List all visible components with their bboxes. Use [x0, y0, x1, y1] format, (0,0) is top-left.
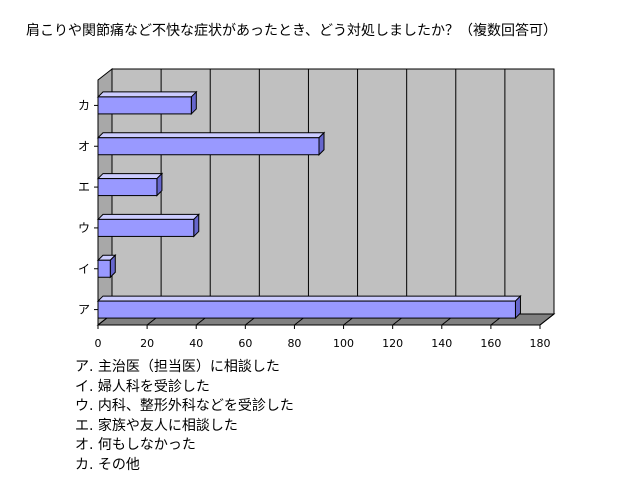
- y-tick-label: エ: [78, 180, 90, 194]
- category-legend: ア. 主治医（担当医）に相談した イ. 婦人科を受診した ウ. 内科、整形外科な…: [75, 358, 294, 475]
- x-tick-label: 20: [140, 337, 154, 350]
- bar-4: [97, 137, 320, 156]
- x-tick-label: 120: [382, 337, 403, 350]
- legend-item-u: ウ. 内科、整形外科などを受診した: [75, 398, 294, 414]
- bar-0: [97, 300, 516, 319]
- x-tick-label: 160: [480, 337, 501, 350]
- legend-item-i: イ. 婦人科を受診した: [75, 378, 210, 395]
- legend-item-ka: カ. その他: [75, 456, 140, 473]
- floor-grid-line: [539, 313, 555, 326]
- x-tick-label: 0: [95, 337, 102, 350]
- y-tick-label: ア: [78, 303, 90, 317]
- bar-top-face: [96, 213, 200, 220]
- x-tick-label: 80: [287, 337, 301, 350]
- bar-top-face: [96, 173, 164, 180]
- x-tick-label: 60: [238, 337, 252, 350]
- y-tick-label: イ: [78, 262, 90, 276]
- x-tick-label: 100: [333, 337, 354, 350]
- bar-top-face: [96, 295, 522, 302]
- y-tick-label: ウ: [78, 221, 90, 235]
- x-tick-label: 140: [431, 337, 452, 350]
- bar-2: [97, 218, 195, 237]
- x-tick-label: 180: [530, 337, 551, 350]
- chart-title: 肩こりや関節痛など不快な症状があったとき、どう対処しましたか？（複数回答可）: [26, 23, 558, 39]
- bar-1: [97, 259, 111, 278]
- legend-item-o: オ. 何もしなかった: [75, 437, 196, 453]
- y-tick-label: オ: [78, 139, 90, 153]
- bar-3: [97, 178, 158, 197]
- x-tick-label: 40: [189, 337, 203, 350]
- y-tick-label: カ: [78, 98, 90, 112]
- bar-top-face: [96, 132, 326, 139]
- bar-top-face: [96, 91, 198, 98]
- bar-5: [97, 96, 192, 115]
- legend-item-e: エ. 家族や友人に相談した: [75, 417, 238, 434]
- legend-item-a: ア. 主治医（担当医）に相談した: [75, 359, 280, 375]
